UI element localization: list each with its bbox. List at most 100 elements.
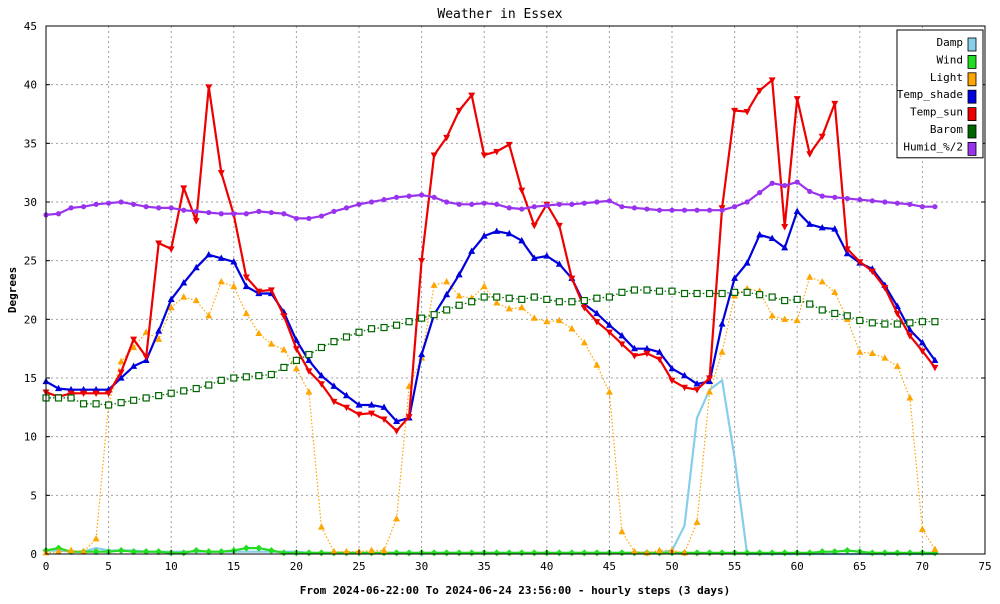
point-light — [630, 547, 638, 555]
legend-label-humid-2: Humid_%/2 — [903, 140, 963, 153]
point-temp-shade — [655, 348, 663, 355]
point-barom — [668, 287, 676, 295]
point-wind — [768, 549, 776, 557]
point-temp-sun — [80, 390, 88, 398]
point-temp-shade — [418, 350, 426, 358]
point-barom — [405, 318, 413, 326]
point-temp-shade — [242, 282, 250, 290]
series-humid-2 — [43, 179, 938, 222]
point-wind — [881, 549, 889, 557]
point-barom — [192, 384, 200, 393]
point-light — [205, 312, 213, 319]
point-humid-2 — [68, 205, 74, 211]
point-light — [330, 547, 338, 555]
point-temp-shade — [681, 371, 689, 379]
point-barom — [718, 289, 726, 298]
series-temp-shade — [42, 207, 939, 425]
point-wind — [317, 549, 325, 557]
point-light — [593, 361, 601, 368]
point-barom — [543, 295, 551, 303]
point-temp-shade — [743, 259, 751, 266]
point-wind — [518, 549, 526, 557]
legend-label-damp: Damp — [937, 36, 964, 49]
axes: 0 5 10 15 20 25 30 35 40 45 50 55 60 65 70 75 0 5 10 15 20 25… — [24, 20, 992, 573]
y-tick-label: 0 — [30, 548, 37, 561]
point-light — [117, 357, 125, 365]
point-wind — [568, 549, 576, 557]
point-light — [317, 523, 325, 530]
point-wind — [468, 549, 476, 557]
point-humid-2 — [594, 199, 600, 205]
point-barom — [881, 320, 889, 328]
point-humid-2 — [544, 202, 550, 209]
point-light — [493, 299, 501, 306]
point-temp-shade — [518, 236, 526, 244]
point-light — [655, 546, 663, 554]
point-temp-sun — [856, 259, 864, 266]
point-temp-sun — [781, 224, 789, 231]
point-humid-2 — [268, 209, 274, 216]
point-temp-shade — [605, 321, 613, 328]
point-humid-2 — [556, 201, 562, 207]
point-barom — [480, 293, 488, 301]
point-temp-sun — [643, 350, 651, 358]
point-barom — [54, 394, 63, 402]
point-wind — [906, 549, 914, 557]
point-humid-2 — [131, 201, 137, 207]
point-temp-sun — [180, 185, 188, 192]
point-humid-2 — [393, 194, 400, 200]
point-wind — [305, 549, 313, 557]
point-humid-2 — [656, 207, 663, 213]
point-barom — [167, 389, 175, 397]
point-humid-2 — [444, 199, 450, 205]
point-barom — [317, 343, 326, 352]
point-temp-sun — [693, 387, 701, 394]
point-temp-sun — [881, 285, 889, 292]
point-barom — [468, 298, 476, 306]
point-humid-2 — [456, 201, 462, 207]
point-wind — [455, 549, 463, 557]
point-temp-sun — [806, 151, 814, 158]
point-barom — [505, 294, 513, 302]
point-barom — [267, 370, 275, 379]
point-humid-2 — [55, 211, 62, 217]
legend-swatch-temp-sun — [967, 107, 977, 121]
point-barom — [756, 291, 764, 299]
point-barom — [705, 289, 714, 298]
point-wind — [618, 549, 626, 557]
point-temp-sun — [305, 368, 313, 375]
point-humid-2 — [744, 199, 750, 205]
point-temp-sun — [743, 109, 751, 116]
point-temp-shade — [455, 270, 463, 278]
point-humid-2 — [506, 205, 512, 211]
point-light — [505, 304, 513, 312]
point-humid-2 — [581, 200, 587, 206]
point-temp-sun — [630, 353, 638, 360]
series-temp-sun — [42, 77, 939, 435]
point-temp-sun — [731, 107, 739, 115]
point-temp-sun — [317, 381, 325, 388]
grid — [46, 26, 985, 554]
point-humid-2 — [769, 180, 775, 186]
point-light — [618, 527, 626, 535]
point-light — [568, 324, 576, 332]
point-barom — [580, 296, 588, 305]
x-tick-label: 70 — [916, 560, 929, 573]
point-temp-shade — [818, 224, 826, 231]
point-humid-2 — [243, 211, 249, 217]
point-humid-2 — [606, 198, 613, 204]
point-wind — [205, 548, 213, 556]
point-temp-sun — [167, 246, 175, 253]
point-barom — [242, 373, 250, 381]
point-humid-2 — [331, 208, 337, 214]
x-tick-label: 40 — [540, 560, 553, 573]
point-light — [918, 525, 926, 532]
point-humid-2 — [181, 207, 187, 213]
point-wind — [142, 548, 150, 556]
point-humid-2 — [907, 201, 913, 207]
point-light — [393, 515, 401, 522]
point-humid-2 — [419, 192, 425, 198]
point-humid-2 — [919, 204, 926, 210]
point-humid-2 — [93, 201, 99, 207]
point-humid-2 — [318, 213, 325, 219]
